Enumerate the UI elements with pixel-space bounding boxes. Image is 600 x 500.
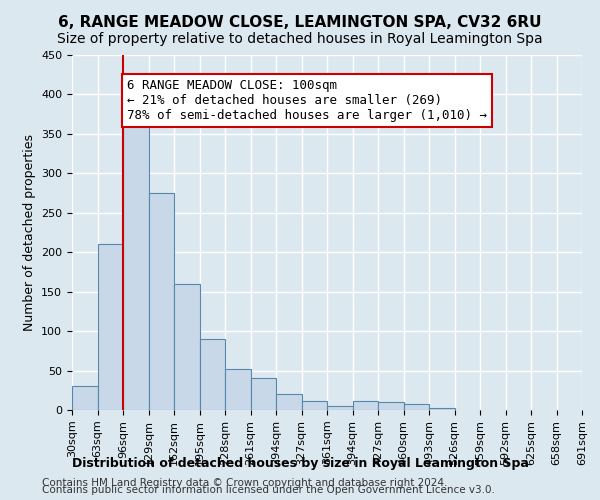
Bar <box>404 404 429 410</box>
Bar <box>97 244 123 410</box>
Bar <box>199 339 225 410</box>
Bar <box>72 386 97 410</box>
Bar <box>302 402 327 410</box>
Text: Distribution of detached houses by size in Royal Leamington Spa: Distribution of detached houses by size … <box>71 458 529 470</box>
Text: Contains public sector information licensed under the Open Government Licence v3: Contains public sector information licen… <box>42 485 495 495</box>
Text: 6, RANGE MEADOW CLOSE, LEAMINGTON SPA, CV32 6RU: 6, RANGE MEADOW CLOSE, LEAMINGTON SPA, C… <box>58 15 542 30</box>
Bar <box>225 369 251 410</box>
Text: Contains HM Land Registry data © Crown copyright and database right 2024.: Contains HM Land Registry data © Crown c… <box>42 478 448 488</box>
Text: 6 RANGE MEADOW CLOSE: 100sqm
← 21% of detached houses are smaller (269)
78% of s: 6 RANGE MEADOW CLOSE: 100sqm ← 21% of de… <box>127 78 487 122</box>
Bar <box>429 408 455 410</box>
Text: Size of property relative to detached houses in Royal Leamington Spa: Size of property relative to detached ho… <box>57 32 543 46</box>
Bar <box>123 114 149 410</box>
Bar <box>149 193 174 410</box>
Bar <box>327 406 353 410</box>
Bar <box>353 402 378 410</box>
Bar <box>378 402 404 410</box>
Bar <box>251 378 276 410</box>
Y-axis label: Number of detached properties: Number of detached properties <box>23 134 35 331</box>
Bar <box>174 284 199 410</box>
Bar <box>276 394 302 410</box>
